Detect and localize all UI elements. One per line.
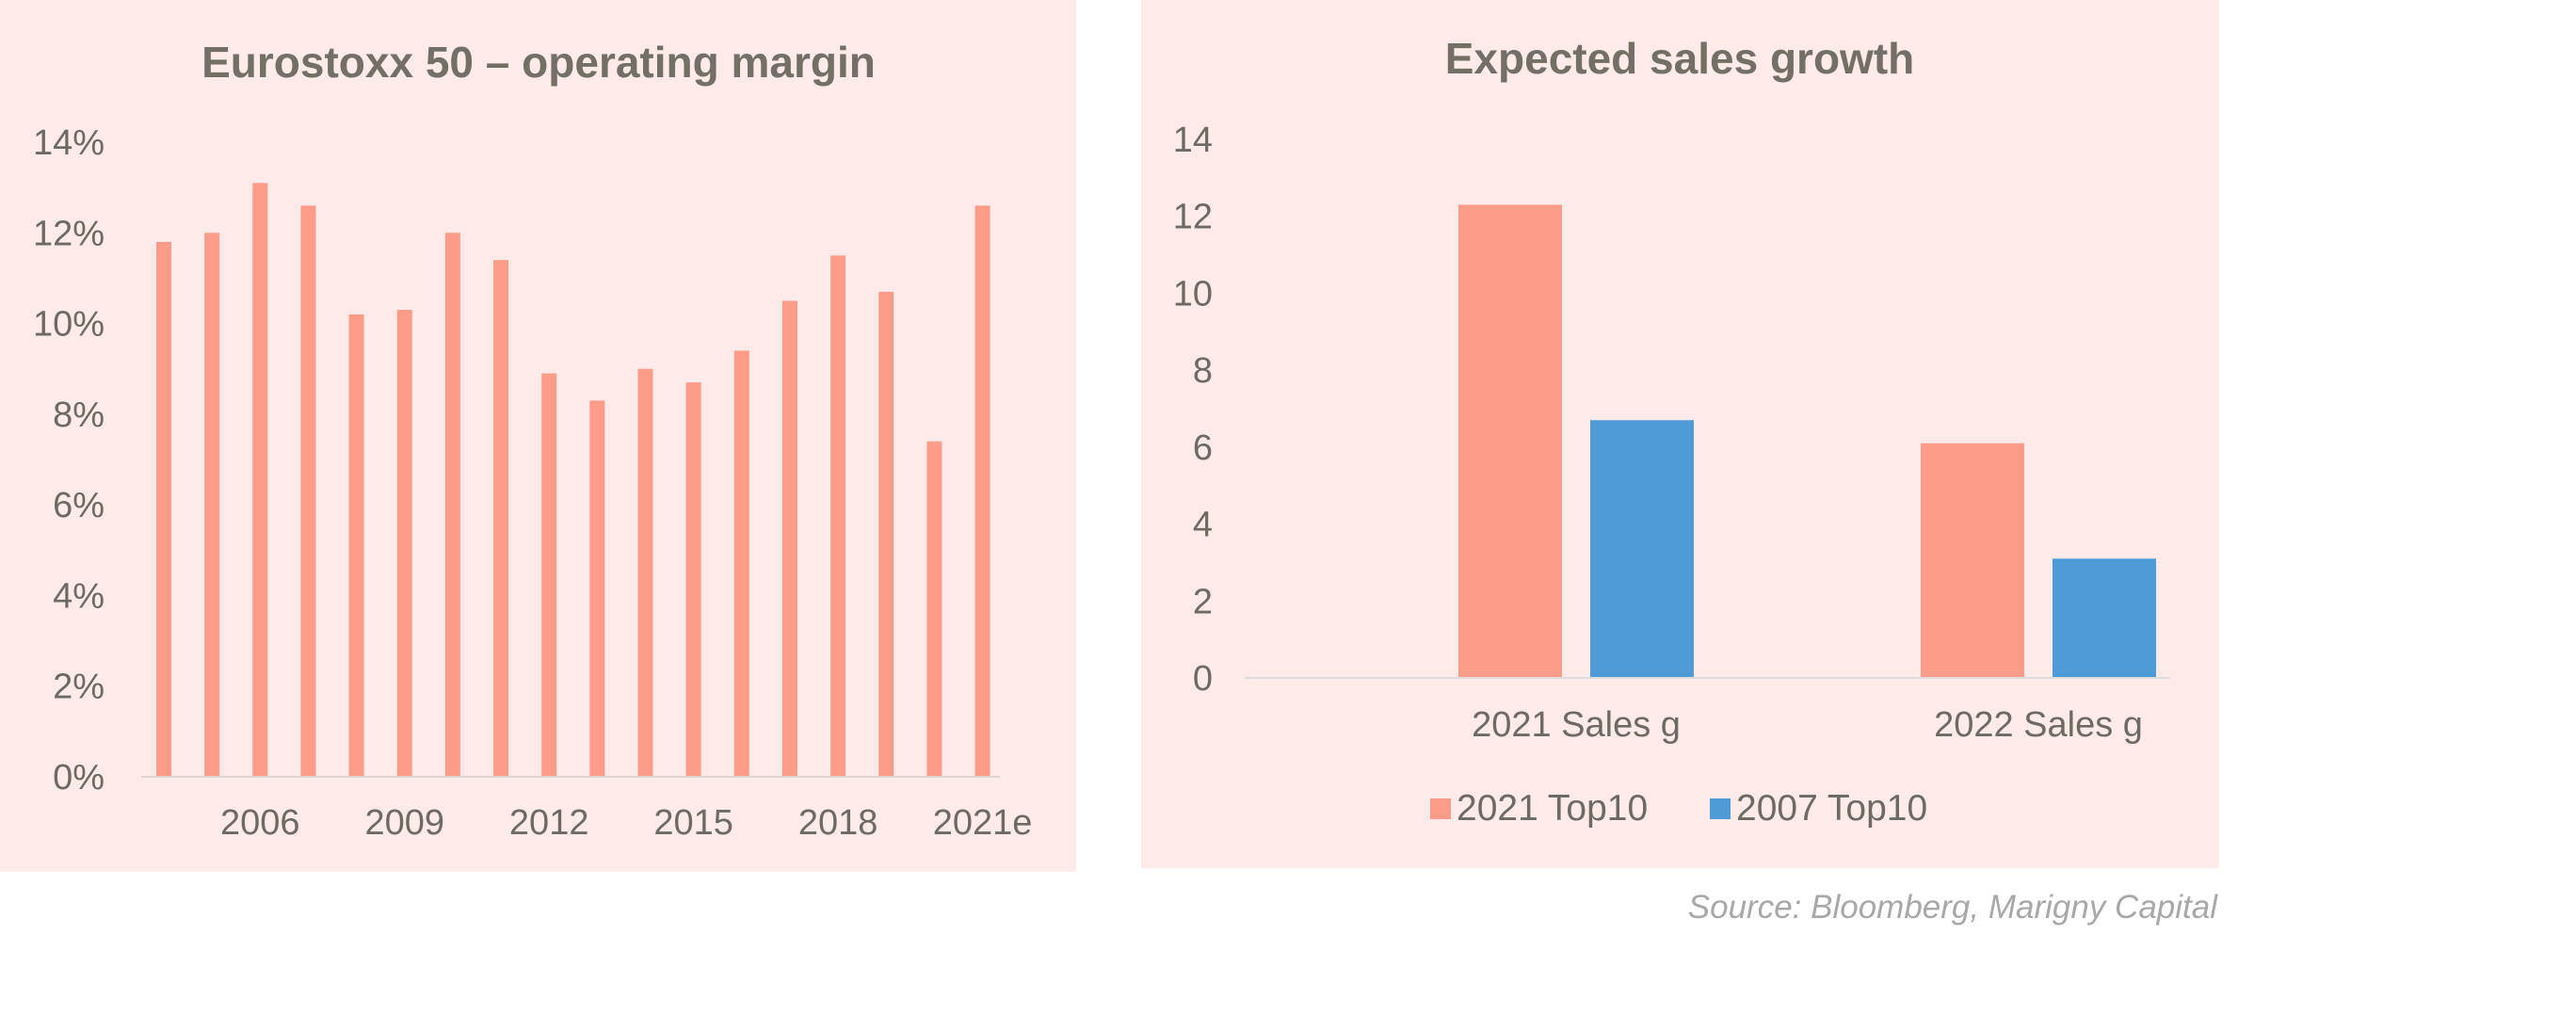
y-tick-label: 4%: [53, 576, 105, 616]
bar-2021 Top10-2022 Sales g: [1921, 443, 2024, 678]
bar-2021 Top10-2021 Sales g: [1458, 204, 1562, 678]
y-tick-label: 2%: [53, 668, 105, 707]
bar-2013: [589, 400, 605, 777]
legend-label: 2007 Top10: [1736, 788, 1927, 829]
y-tick-label: 2: [1193, 582, 1213, 621]
bar-2007 Top10-2022 Sales g: [2053, 558, 2156, 678]
bar-2021e: [974, 205, 990, 777]
y-tick-label: 6%: [53, 486, 105, 525]
legend-swatch: [1710, 798, 1731, 819]
x-tick-label: 2006: [220, 803, 300, 843]
chart-title: Expected sales growth: [1445, 34, 1915, 83]
bar-2005: [204, 233, 220, 778]
y-tick-label: 14: [1173, 121, 1213, 160]
operating-margin-chart: Eurostoxx 50 – operating margin 0% 2% 4% 6%…: [33, 38, 1033, 843]
legend: 2021 Top10 2007 Top10: [1430, 788, 1927, 829]
operating-margin-chart-panel: Eurostoxx 50 – operating margin 0% 2% 4% 6%…: [0, 0, 1076, 872]
bar-2006: [252, 183, 268, 778]
bar-2019: [878, 291, 894, 777]
bar-2020: [926, 441, 942, 777]
legend-swatch: [1430, 798, 1451, 819]
source-note: Source: Bloomberg, Marigny Capital: [1687, 889, 2217, 926]
bar-2007: [300, 205, 316, 777]
y-tick-label: 8: [1193, 351, 1213, 391]
bar-2016: [733, 350, 749, 777]
y-tick-label: 12%: [33, 214, 105, 253]
sales-growth-chart-panel: Expected sales growth 0 2 4 6 8 10 12 14 2021 S…: [1141, 0, 2219, 868]
bar-2008: [348, 314, 364, 777]
x-tick-label: 2012: [509, 803, 589, 843]
x-tick-label: 2021 Sales g: [1472, 705, 1681, 745]
bar-2011: [493, 260, 509, 778]
y-tick-label: 0: [1193, 659, 1213, 699]
y-tick-label: 14%: [33, 123, 105, 163]
bar-2009: [396, 310, 412, 777]
chart-title: Eurostoxx 50 – operating margin: [201, 38, 876, 87]
legend-label: 2021 Top10: [1457, 788, 1648, 829]
bar-2012: [541, 373, 557, 777]
y-tick-label: 12: [1173, 198, 1213, 237]
x-tick-label: 2009: [364, 803, 444, 843]
bar-2014: [637, 368, 653, 777]
bar-2007 Top10-2021 Sales g: [1590, 420, 1694, 678]
x-tick-label: 2022 Sales g: [1934, 705, 2143, 745]
bar-2018: [830, 255, 846, 777]
sales-growth-chart: Expected sales growth 0 2 4 6 8 10 12 14 2021 S…: [1173, 34, 2170, 829]
x-tick-label: 2021e: [933, 803, 1033, 843]
y-tick-label: 10%: [33, 305, 105, 345]
bar-2015: [685, 382, 701, 777]
x-tick-label: 2018: [798, 803, 878, 843]
y-tick-label: 6: [1193, 428, 1213, 468]
y-tick-label: 8%: [53, 395, 105, 435]
y-tick-label: 10: [1173, 274, 1213, 314]
y-tick-label: 4: [1193, 506, 1213, 545]
bar-2004: [156, 241, 171, 777]
y-tick-label: 0%: [53, 758, 105, 798]
x-tick-label: 2015: [653, 803, 733, 843]
bar-2010: [444, 233, 460, 778]
bar-2017: [781, 300, 797, 777]
